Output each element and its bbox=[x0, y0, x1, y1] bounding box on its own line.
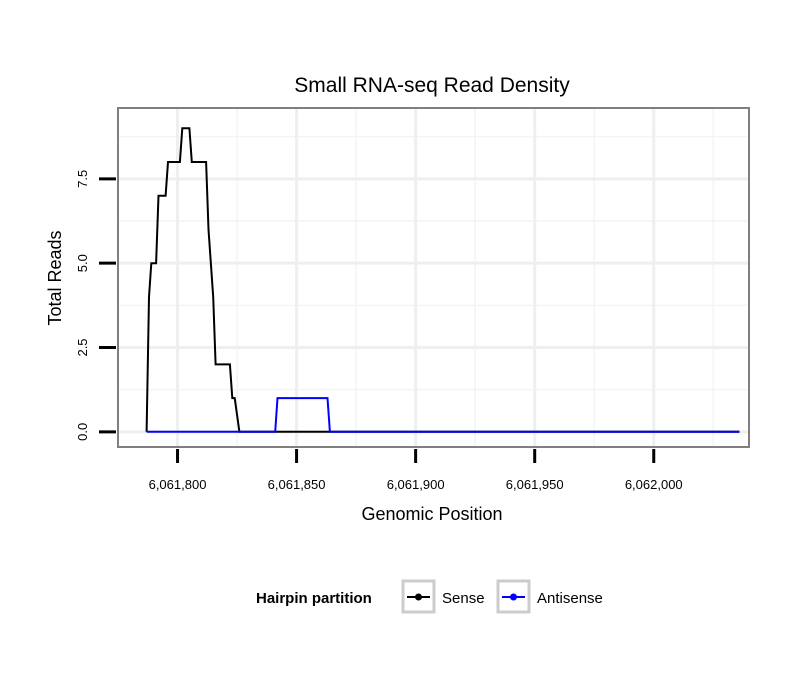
plot-panel bbox=[117, 107, 750, 448]
legend: Hairpin partition Sense Antisense bbox=[256, 579, 603, 614]
y-axis: 0.0 2.5 5.0 7.5 bbox=[75, 170, 116, 441]
series-line-sense bbox=[145, 127, 740, 433]
legend-key-point bbox=[415, 593, 422, 601]
x-axis-title: Genomic Position bbox=[361, 504, 502, 524]
y-tick-label: 2.5 bbox=[75, 338, 90, 356]
legend-key-sense: Sense bbox=[401, 579, 485, 614]
legend-label: Sense bbox=[442, 590, 485, 607]
chart-title: Small RNA-seq Read Density bbox=[294, 74, 570, 97]
y-tick-label: 5.0 bbox=[75, 254, 90, 272]
legend-key-antisense: Antisense bbox=[496, 579, 603, 614]
x-tick-label: 6,061,800 bbox=[149, 477, 207, 492]
series-line-antisense bbox=[146, 397, 740, 433]
series-lines bbox=[145, 127, 740, 433]
panel-border bbox=[117, 107, 750, 448]
x-axis: 6,061,800 6,061,850 6,061,900 6,061,950 6,06… bbox=[149, 449, 683, 492]
x-tick-label: 6,061,950 bbox=[506, 477, 564, 492]
legend-label: Antisense bbox=[537, 590, 603, 607]
panel-background bbox=[118, 108, 749, 447]
legend-key-point bbox=[510, 593, 517, 601]
x-tick-label: 6,061,900 bbox=[387, 477, 445, 492]
y-tick-label: 0.0 bbox=[75, 423, 90, 441]
x-tick-label: 6,062,000 bbox=[625, 477, 683, 492]
x-tick-label: 6,061,850 bbox=[268, 477, 326, 492]
y-tick-label: 7.5 bbox=[75, 170, 90, 188]
legend-title: Hairpin partition bbox=[256, 590, 372, 607]
y-axis-title: Total Reads bbox=[45, 230, 65, 325]
